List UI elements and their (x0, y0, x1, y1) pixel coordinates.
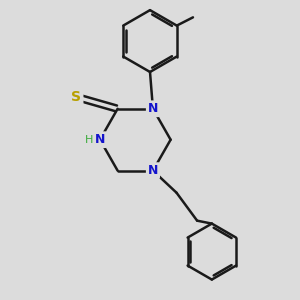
Text: S: S (71, 90, 81, 104)
Text: N: N (95, 133, 105, 146)
Text: H: H (85, 135, 93, 145)
Text: N: N (148, 102, 158, 115)
Text: N: N (148, 164, 158, 177)
